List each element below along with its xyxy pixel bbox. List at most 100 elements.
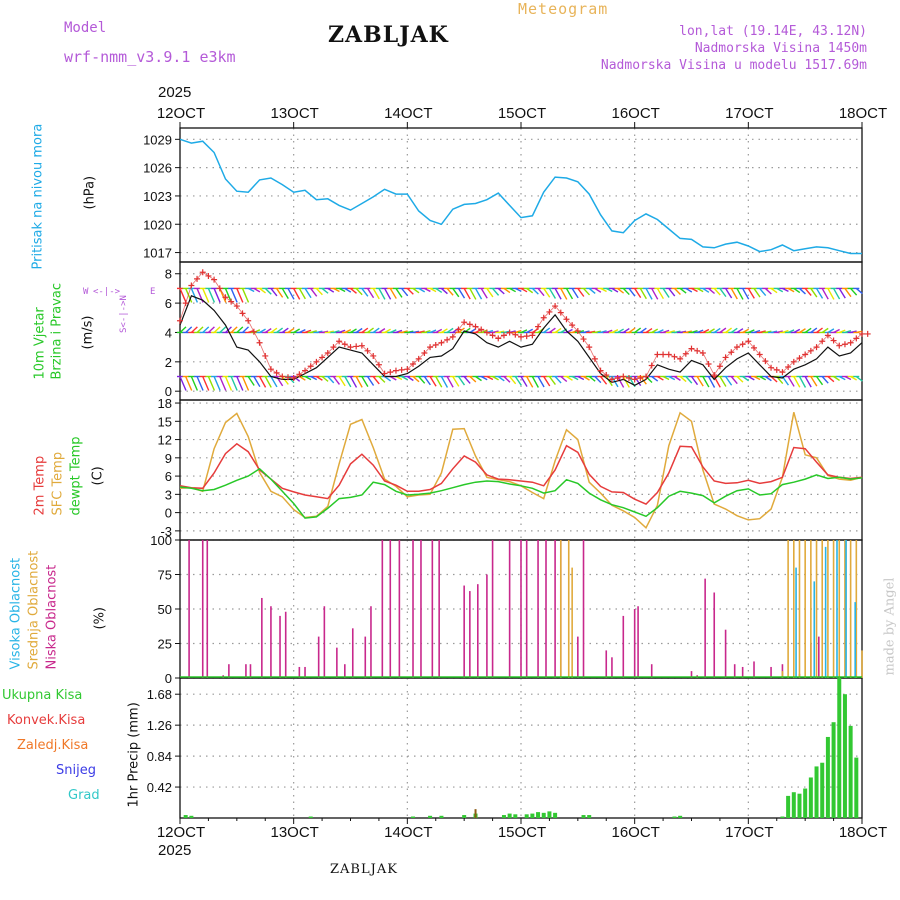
wind-barb — [838, 288, 846, 299]
sfc-temp-line — [179, 411, 863, 530]
wind-barb — [832, 288, 841, 300]
wind-barb — [418, 376, 426, 384]
wind-barb — [804, 376, 812, 388]
wind-barb — [799, 287, 806, 295]
legend-konvek: Konvek.Kisa — [7, 713, 86, 728]
y-tick-label: 9 — [165, 451, 172, 466]
wind-barb — [730, 376, 738, 385]
wind-barb — [815, 288, 824, 299]
wind-barb — [628, 327, 636, 334]
wind-barb — [196, 326, 204, 333]
wind-gust-marker — [211, 276, 218, 283]
wind-barb — [469, 375, 477, 383]
y-tick-label: 1.68 — [147, 687, 172, 702]
wind-gust-marker — [353, 343, 360, 350]
x-tick-label: 17OCT — [725, 105, 773, 122]
wind-barb — [179, 288, 187, 303]
wind-barb — [372, 327, 380, 334]
wind-barb — [219, 326, 227, 333]
wind-barb — [537, 376, 545, 388]
wind-gust-marker — [853, 335, 860, 342]
wind-gust-marker — [546, 308, 553, 315]
wind-gust-marker — [273, 369, 280, 376]
y-tick-label: 0 — [165, 506, 172, 521]
wind-barb — [384, 375, 392, 382]
wind-barb — [583, 287, 591, 296]
y-tick-label: 6 — [165, 469, 172, 484]
wind-barb — [429, 376, 437, 387]
precip-bar — [797, 793, 802, 818]
precip-bar — [428, 815, 433, 818]
dewpt-line — [179, 467, 863, 519]
wind-barb — [474, 288, 483, 300]
wind-barb — [230, 376, 238, 391]
wind-gust-marker — [597, 367, 604, 374]
wind-barb — [588, 375, 596, 382]
wind-barb — [207, 326, 215, 333]
wind-barb — [383, 288, 392, 300]
wind-barb — [679, 375, 687, 383]
pressure-line — [179, 138, 862, 255]
wind-barb — [207, 288, 216, 303]
wind-gust-marker — [699, 350, 706, 357]
wind-barb — [690, 376, 699, 386]
wind-barb — [298, 288, 306, 300]
wind-gust-marker — [574, 328, 581, 334]
wind-gust-marker — [313, 358, 320, 365]
wind-barb — [713, 287, 721, 296]
wind-gust-marker — [370, 352, 377, 359]
wind-gust-marker — [506, 329, 513, 336]
legend-snijeg: Snijeg — [56, 763, 96, 778]
wind-barb — [469, 288, 477, 300]
wind-gust-marker — [523, 333, 530, 340]
wind-barb — [827, 288, 835, 300]
wind-barb — [634, 376, 642, 387]
wind-barb — [548, 376, 556, 386]
precip-bar — [308, 816, 313, 818]
y-tick-label: 3 — [165, 487, 172, 502]
wind-barb — [810, 376, 818, 387]
precip-bar — [831, 722, 836, 818]
wind-barb — [242, 326, 249, 333]
wind-barb — [770, 375, 778, 383]
wind-barb — [707, 376, 716, 388]
wind-barb — [850, 287, 858, 296]
wind-barb — [639, 288, 647, 300]
precip-bar — [820, 762, 825, 818]
model-altitude-label: Nadmorska Visina u modelu 1517.69m — [600, 58, 867, 73]
wind-barb — [366, 288, 375, 299]
wind-gust-marker — [358, 342, 365, 349]
y-tick-label: 1026 — [143, 161, 172, 176]
wind-barb — [349, 376, 358, 388]
wind-gust-marker — [381, 370, 388, 377]
wind-barb — [719, 327, 727, 334]
wind-gust-marker — [421, 350, 428, 357]
wind-gust-marker — [756, 351, 763, 358]
wind-barb — [810, 288, 818, 298]
x-tick-label: 12OCT — [157, 824, 205, 841]
wind-gust-marker — [535, 323, 542, 330]
wind-barb — [719, 288, 727, 298]
wind-barb — [281, 288, 289, 299]
wind-barb — [440, 376, 449, 388]
wind-gust-marker — [631, 376, 638, 383]
wind-barb — [366, 376, 375, 386]
wind-gust-marker — [830, 337, 837, 344]
y-tick-label: 18 — [158, 396, 172, 411]
altitude-label: Nadmorska Visina 1450m — [694, 41, 867, 56]
wind-barb — [270, 376, 278, 388]
wind-gust-marker — [415, 355, 422, 362]
precip-bar — [411, 816, 416, 818]
model-run: wrf-nmm_v3.9.1 e3km — [64, 48, 236, 66]
wind-barb — [844, 288, 852, 298]
y-tick-label: 4 — [165, 325, 172, 340]
wind-gust-marker — [216, 285, 223, 292]
wind-barb — [241, 288, 250, 303]
wind-barb — [259, 287, 266, 294]
wind-gust-marker — [768, 364, 775, 371]
wind-barb — [213, 288, 221, 303]
wind-barb — [770, 287, 778, 294]
wind-barb — [480, 288, 488, 299]
wind-gust-marker — [177, 317, 183, 324]
